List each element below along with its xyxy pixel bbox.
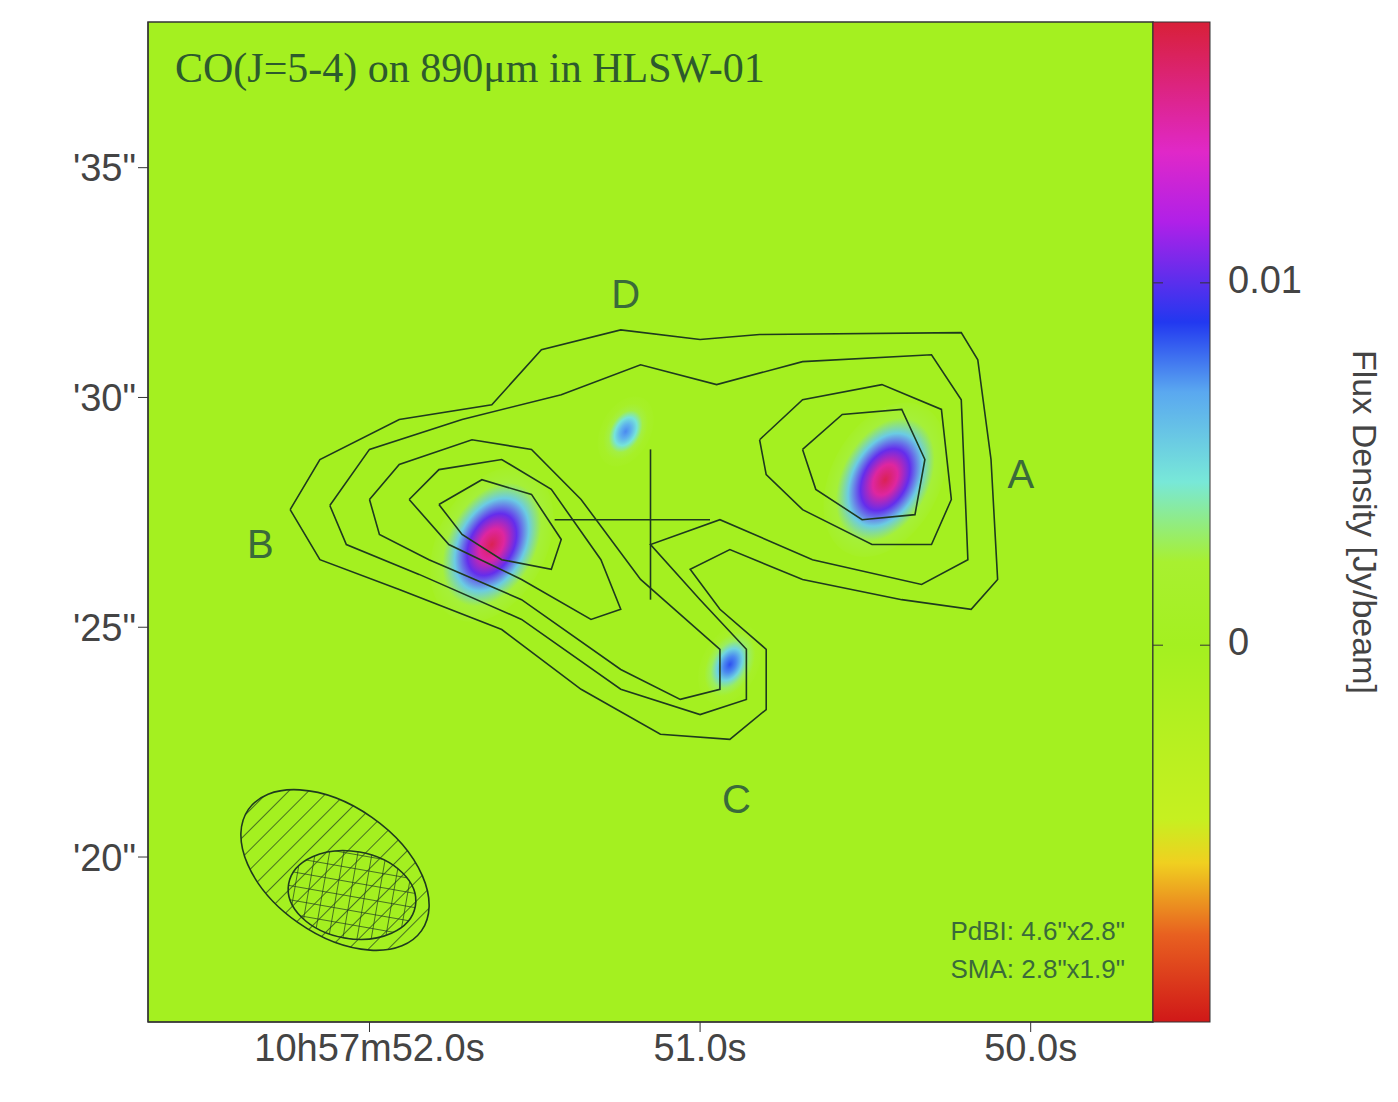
svg-text:'25": '25" — [73, 607, 136, 649]
svg-text:CO(J=5-4) on 890μm in HLSW-01: CO(J=5-4) on 890μm in HLSW-01 — [175, 45, 765, 92]
svg-text:D: D — [611, 272, 640, 316]
svg-text:0.01: 0.01 — [1228, 259, 1302, 301]
svg-text:0: 0 — [1228, 621, 1249, 663]
svg-text:PdBI: 4.6"x2.8": PdBI: 4.6"x2.8" — [950, 916, 1125, 946]
svg-text:C: C — [722, 777, 751, 821]
svg-text:'20": '20" — [73, 837, 136, 879]
svg-text:50.0s: 50.0s — [984, 1027, 1077, 1069]
svg-text:Flux Density [Jy/beam]: Flux Density [Jy/beam] — [1346, 350, 1384, 694]
svg-text:10h57m52.0s: 10h57m52.0s — [254, 1027, 484, 1069]
svg-text:'30": '30" — [73, 377, 136, 419]
svg-text:A: A — [1007, 452, 1034, 496]
svg-text:51.0s: 51.0s — [654, 1027, 747, 1069]
svg-text:'35": '35" — [73, 147, 136, 189]
svg-text:B: B — [247, 522, 274, 566]
svg-text:SMA: 2.8"x1.9": SMA: 2.8"x1.9" — [950, 954, 1125, 984]
